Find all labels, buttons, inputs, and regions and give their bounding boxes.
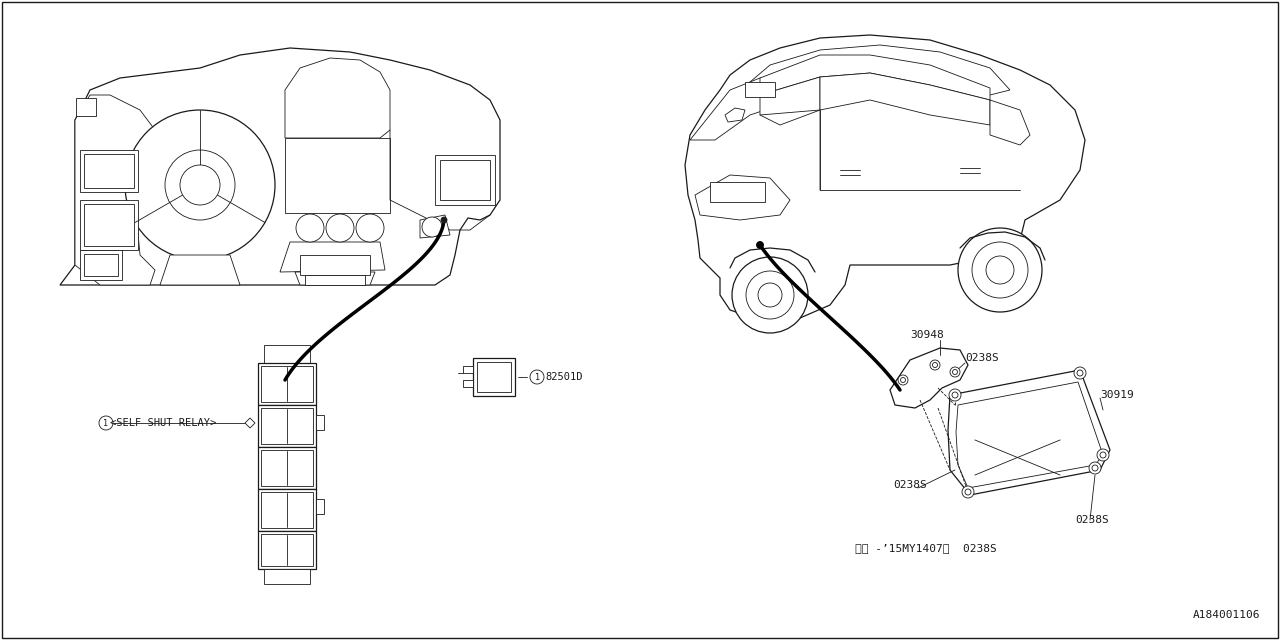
- Polygon shape: [280, 242, 385, 272]
- Polygon shape: [724, 108, 745, 122]
- Bar: [463, 380, 474, 387]
- Circle shape: [948, 389, 961, 401]
- Text: 1: 1: [535, 372, 539, 381]
- Bar: [259, 363, 316, 405]
- Circle shape: [732, 257, 808, 333]
- Circle shape: [165, 150, 236, 220]
- Bar: [316, 499, 324, 514]
- Circle shape: [1100, 452, 1106, 458]
- Circle shape: [1097, 449, 1108, 461]
- Polygon shape: [160, 255, 241, 285]
- Bar: [84, 154, 134, 188]
- Circle shape: [756, 241, 763, 248]
- Circle shape: [422, 217, 442, 237]
- Circle shape: [986, 256, 1014, 284]
- Circle shape: [972, 242, 1028, 298]
- Circle shape: [957, 228, 1042, 312]
- Bar: [474, 358, 515, 396]
- Circle shape: [963, 486, 974, 498]
- Bar: [84, 204, 134, 246]
- Text: 0238S: 0238S: [893, 480, 927, 490]
- Bar: [305, 275, 365, 285]
- Bar: [261, 408, 314, 444]
- Circle shape: [99, 416, 113, 430]
- Polygon shape: [948, 370, 1110, 495]
- Bar: [264, 569, 310, 584]
- Polygon shape: [989, 100, 1030, 145]
- Circle shape: [1076, 370, 1083, 376]
- Text: 30948: 30948: [910, 330, 943, 340]
- Bar: [316, 415, 324, 430]
- Bar: [264, 345, 310, 363]
- Polygon shape: [820, 73, 989, 125]
- Text: 82501D: 82501D: [545, 372, 582, 382]
- Circle shape: [950, 367, 960, 377]
- Bar: [300, 255, 370, 275]
- Bar: [79, 250, 122, 280]
- Bar: [710, 182, 765, 202]
- Bar: [261, 492, 314, 528]
- Bar: [745, 82, 774, 97]
- Circle shape: [758, 283, 782, 307]
- Bar: [259, 447, 316, 489]
- Circle shape: [326, 214, 355, 242]
- Polygon shape: [76, 95, 160, 285]
- Polygon shape: [60, 48, 500, 285]
- Bar: [84, 254, 118, 276]
- Circle shape: [952, 369, 957, 374]
- Polygon shape: [760, 77, 820, 125]
- Bar: [261, 366, 314, 402]
- Polygon shape: [890, 348, 968, 408]
- Text: 0238S: 0238S: [965, 353, 998, 363]
- Bar: [463, 366, 474, 373]
- Circle shape: [965, 489, 972, 495]
- Text: 30919: 30919: [1100, 390, 1134, 400]
- Text: A184001106: A184001106: [1193, 610, 1260, 620]
- Circle shape: [901, 378, 905, 383]
- Text: <SELF SHUT RELAY>: <SELF SHUT RELAY>: [110, 418, 216, 428]
- Circle shape: [356, 214, 384, 242]
- Bar: [285, 138, 390, 213]
- Polygon shape: [420, 215, 451, 238]
- Circle shape: [746, 271, 794, 319]
- Circle shape: [1089, 462, 1101, 474]
- Bar: [440, 160, 490, 200]
- Bar: [435, 155, 495, 205]
- Circle shape: [933, 362, 937, 367]
- Bar: [261, 534, 314, 566]
- Circle shape: [530, 370, 544, 384]
- Circle shape: [1074, 367, 1085, 379]
- Bar: [259, 489, 316, 531]
- Polygon shape: [956, 382, 1103, 488]
- Polygon shape: [294, 272, 375, 285]
- Bar: [76, 98, 96, 116]
- Polygon shape: [285, 58, 390, 138]
- Polygon shape: [690, 72, 810, 140]
- Circle shape: [296, 214, 324, 242]
- Polygon shape: [695, 175, 790, 220]
- Polygon shape: [685, 35, 1085, 320]
- Bar: [259, 531, 316, 569]
- Bar: [261, 450, 314, 486]
- Circle shape: [442, 217, 447, 223]
- Text: 1: 1: [104, 419, 109, 428]
- Bar: [79, 200, 138, 250]
- Bar: [79, 150, 138, 192]
- Polygon shape: [244, 418, 255, 428]
- Text: ※（ -’15MY1407）  0238S: ※（ -’15MY1407） 0238S: [855, 543, 997, 553]
- Circle shape: [899, 375, 908, 385]
- Polygon shape: [760, 55, 989, 100]
- Bar: [259, 405, 316, 447]
- Bar: [477, 362, 511, 392]
- Circle shape: [180, 165, 220, 205]
- Text: 0238S: 0238S: [1075, 515, 1108, 525]
- Circle shape: [1092, 465, 1098, 471]
- Circle shape: [952, 392, 957, 398]
- Circle shape: [125, 110, 275, 260]
- Circle shape: [931, 360, 940, 370]
- Polygon shape: [750, 45, 1010, 95]
